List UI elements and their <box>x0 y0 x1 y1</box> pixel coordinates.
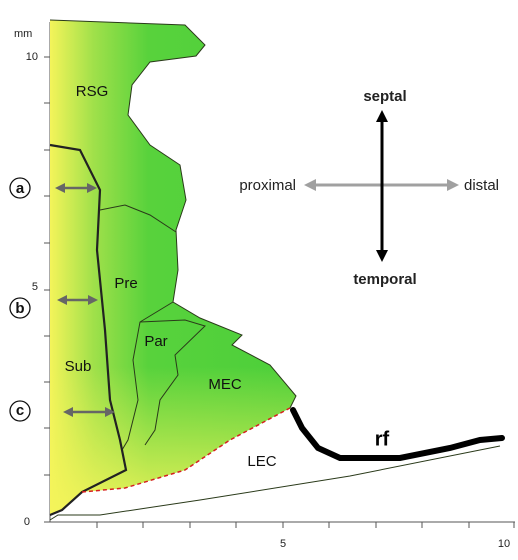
region-label: MEC <box>208 376 242 393</box>
level-label: a <box>16 180 25 197</box>
orientation-label: distal <box>464 177 499 194</box>
x-tick-label: 5 <box>280 538 286 550</box>
unit-label: mm <box>14 28 32 40</box>
rhinal-fissure <box>293 410 502 458</box>
orientation-label: proximal <box>239 177 296 194</box>
region-label: Par <box>144 333 167 350</box>
region-label: Sub <box>65 358 92 375</box>
region-label: LEC <box>247 453 276 470</box>
orientation-label: septal <box>363 88 406 105</box>
region-label: Pre <box>114 275 137 292</box>
page: mm 10 5 0 5 10 a b c RSG Pre Par Sub MEC… <box>0 0 518 560</box>
y-tick-label: 10 <box>26 51 38 63</box>
level-label: c <box>16 402 24 419</box>
figure: mm 10 5 0 5 10 a b c RSG Pre Par Sub MEC… <box>0 0 518 555</box>
x-tick-label: 10 <box>498 538 510 550</box>
level-label: b <box>15 300 24 317</box>
region-label: RSG <box>76 83 109 100</box>
fissure-label: rf <box>375 428 390 450</box>
y-tick-label: 5 <box>32 281 38 293</box>
y-tick-label: 0 <box>24 516 30 528</box>
orientation-label: temporal <box>353 271 416 288</box>
